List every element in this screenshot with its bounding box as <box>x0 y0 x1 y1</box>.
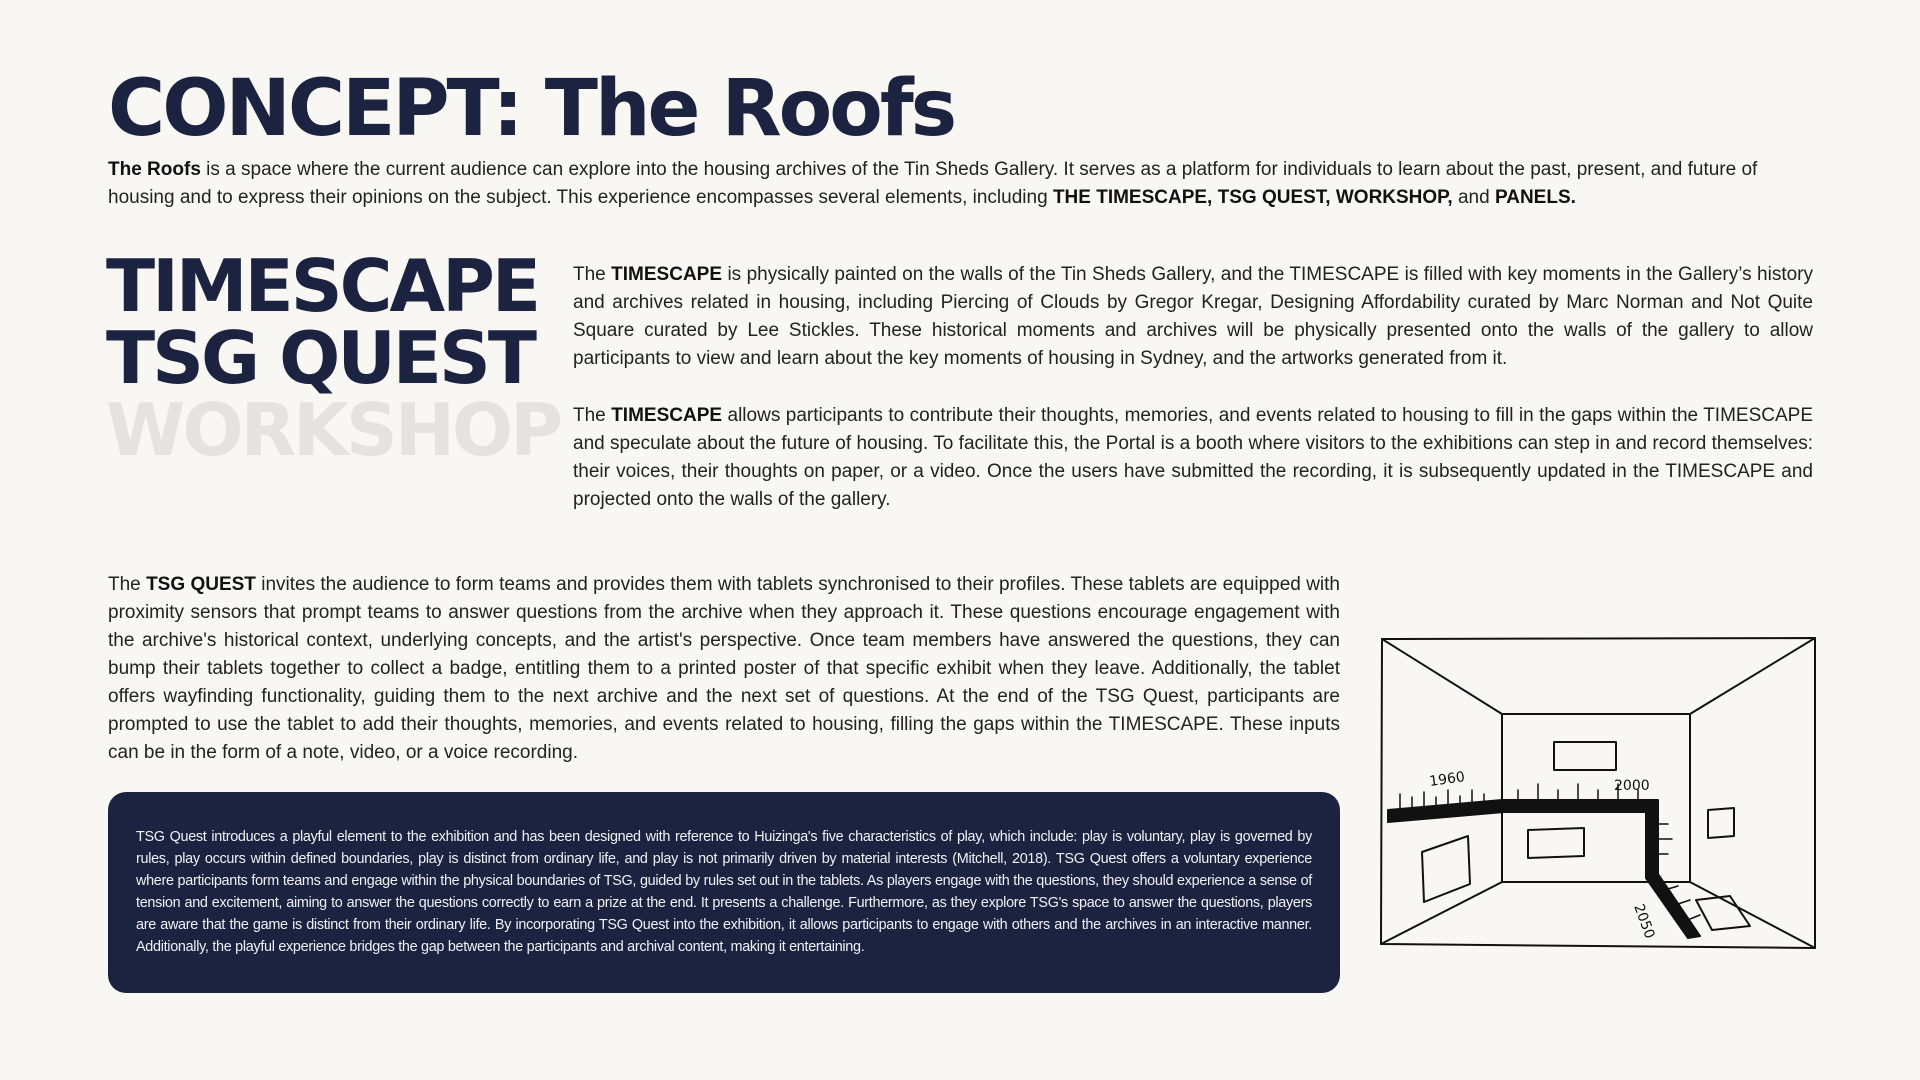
sketch-label-2050: 2050 <box>1630 902 1657 941</box>
timescape-paragraph-1: The TIMESCAPE is physically painted on t… <box>573 261 1813 373</box>
sketch-label-1960: 1960 <box>1428 769 1466 790</box>
intro-text: is a space where the current audience ca… <box>108 159 1758 208</box>
timescape-p2-prefix: The <box>573 405 612 426</box>
gallery-sketch: 1960 2000 2050 <box>1380 637 1816 949</box>
sketch-edge-tl <box>1381 638 1503 715</box>
sketch-edge-bl <box>1380 881 1503 945</box>
timescape-p1-text: is physically painted on the walls of th… <box>573 264 1813 369</box>
timescape-p2-keyword: TIMESCAPE <box>611 405 723 426</box>
timescape-p2-text: allows participants to contribute their … <box>573 405 1813 510</box>
play-note-box: TSG Quest introduces a playful element t… <box>108 792 1340 993</box>
intro-panels: PANELS. <box>1494 187 1576 208</box>
quest-text: invites the audience to form teams and p… <box>108 574 1340 763</box>
timescape-paragraph-2: The TIMESCAPE allows participants to con… <box>573 402 1813 514</box>
nav-item-workshop[interactable]: WORKSHOP <box>106 388 563 472</box>
timescape-p1-keyword: TIMESCAPE <box>611 264 723 285</box>
sketch-timeline-band <box>1387 799 1651 823</box>
page-title: CONCEPT: The Roofs <box>108 64 957 154</box>
quest-keyword: TSG QUEST <box>146 574 256 595</box>
intro-elements: THE TIMESCAPE, TSG QUEST, WORKSHOP, <box>1052 187 1453 208</box>
intro-and: and <box>1452 187 1495 208</box>
sketch-frame-top <box>1553 741 1617 771</box>
sketch-timeline-ticks <box>1399 783 1701 920</box>
section-nav: TIMESCAPE TSG QUEST WORKSHOP <box>106 244 563 472</box>
sketch-frame-center <box>1527 827 1585 859</box>
sketch-frame-left <box>1421 835 1471 903</box>
sketch-label-2000: 2000 <box>1614 778 1650 794</box>
sketch-edge-tr <box>1689 637 1816 715</box>
tsg-quest-paragraph: The TSG QUEST invites the audience to fo… <box>108 571 1340 767</box>
intro-lead: The Roofs <box>108 159 201 180</box>
quest-prefix: The <box>108 574 147 595</box>
nav-item-tsg-quest[interactable]: TSG QUEST <box>106 316 537 400</box>
nav-item-timescape[interactable]: TIMESCAPE <box>106 244 541 328</box>
sketch-frame-floor <box>1695 895 1751 931</box>
intro-paragraph: The Roofs is a space where the current a… <box>108 156 1818 212</box>
sketch-frame-right <box>1707 807 1735 839</box>
sketch-timeline-floor <box>1645 799 1701 939</box>
sketch-edge-br <box>1689 881 1816 949</box>
sketch-back-wall <box>1501 713 1691 883</box>
timescape-p1-prefix: The <box>573 264 612 285</box>
play-note-text: TSG Quest introduces a playful element t… <box>136 829 1312 955</box>
